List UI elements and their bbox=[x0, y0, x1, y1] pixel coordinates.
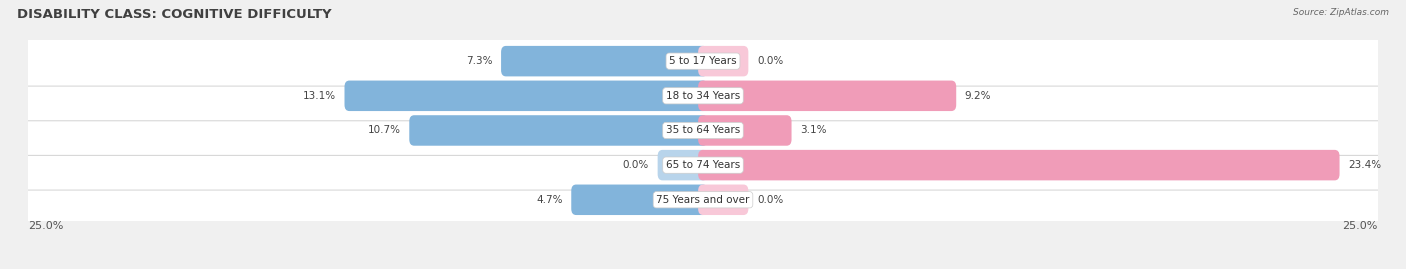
FancyBboxPatch shape bbox=[571, 185, 707, 215]
FancyBboxPatch shape bbox=[699, 115, 792, 146]
Text: 25.0%: 25.0% bbox=[28, 221, 63, 231]
FancyBboxPatch shape bbox=[501, 46, 707, 76]
Text: 0.0%: 0.0% bbox=[756, 56, 783, 66]
Text: 65 to 74 Years: 65 to 74 Years bbox=[666, 160, 740, 170]
Text: 0.0%: 0.0% bbox=[623, 160, 650, 170]
Text: 5 to 17 Years: 5 to 17 Years bbox=[669, 56, 737, 66]
FancyBboxPatch shape bbox=[20, 36, 1386, 86]
FancyBboxPatch shape bbox=[658, 150, 707, 180]
Text: 75 Years and over: 75 Years and over bbox=[657, 195, 749, 205]
FancyBboxPatch shape bbox=[344, 80, 707, 111]
FancyBboxPatch shape bbox=[699, 46, 748, 76]
FancyBboxPatch shape bbox=[20, 140, 1386, 190]
FancyBboxPatch shape bbox=[20, 105, 1386, 155]
Text: 4.7%: 4.7% bbox=[536, 195, 562, 205]
Text: 7.3%: 7.3% bbox=[465, 56, 492, 66]
Legend: Male, Female: Male, Female bbox=[648, 266, 758, 269]
Text: 18 to 34 Years: 18 to 34 Years bbox=[666, 91, 740, 101]
FancyBboxPatch shape bbox=[699, 150, 1340, 180]
FancyBboxPatch shape bbox=[20, 175, 1386, 225]
Text: 3.1%: 3.1% bbox=[800, 125, 827, 136]
Text: 23.4%: 23.4% bbox=[1348, 160, 1381, 170]
Text: 13.1%: 13.1% bbox=[302, 91, 336, 101]
Text: DISABILITY CLASS: COGNITIVE DIFFICULTY: DISABILITY CLASS: COGNITIVE DIFFICULTY bbox=[17, 8, 332, 21]
FancyBboxPatch shape bbox=[699, 80, 956, 111]
Text: 0.0%: 0.0% bbox=[756, 195, 783, 205]
FancyBboxPatch shape bbox=[20, 71, 1386, 121]
Text: 25.0%: 25.0% bbox=[1343, 221, 1378, 231]
FancyBboxPatch shape bbox=[699, 185, 748, 215]
Text: 35 to 64 Years: 35 to 64 Years bbox=[666, 125, 740, 136]
FancyBboxPatch shape bbox=[409, 115, 707, 146]
Text: 10.7%: 10.7% bbox=[367, 125, 401, 136]
Text: 9.2%: 9.2% bbox=[965, 91, 991, 101]
Text: Source: ZipAtlas.com: Source: ZipAtlas.com bbox=[1294, 8, 1389, 17]
